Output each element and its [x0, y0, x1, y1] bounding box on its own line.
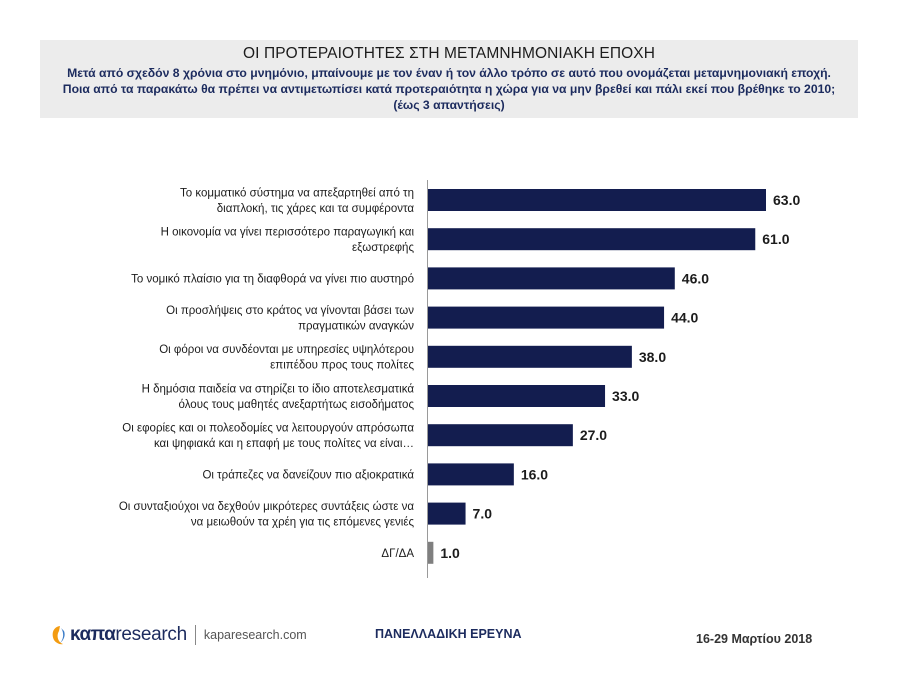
kapa-research-logo: καπα research kaparesearch.com: [50, 622, 307, 648]
category-label-6-line-0: Οι εφορίες και οι πολεοδομίες να λειτουρ…: [122, 422, 414, 434]
data-label-9: 1.0: [440, 545, 460, 561]
bar-chart: 63.0 Το κομματικό σύστημα να απεξαρτηθεί …: [119, 180, 800, 578]
category-label-4: Οι φόροι να συνδέονται με υπηρεσίες υψηλ…: [159, 344, 414, 372]
website-url: kaparesearch.com: [203, 628, 307, 642]
data-label-0: 63.0: [773, 192, 800, 208]
data-label-7: 16.0: [521, 466, 548, 482]
category-label-0-line-0: Το κομματικό σύστημα να απεξαρτηθεί από …: [180, 187, 414, 199]
data-label-4: 38.0: [639, 349, 666, 365]
bar-6: [428, 424, 573, 447]
category-label-2: Το νομικό πλαίσιο για τη διαφθορά να γίν…: [131, 273, 414, 285]
bar-2: [428, 267, 675, 290]
category-label-4-line-1: επιπέδου προς τους πολίτες: [270, 360, 414, 372]
data-label-3: 44.0: [671, 310, 698, 326]
category-label-5-line-1: όλους τους μαθητές ανεξαρτήτως εισοδήματ…: [179, 399, 415, 411]
survey-name: ΠΑΝΕΛΛΑΔΙΚΗ ΕΡΕΥΝΑ: [375, 627, 522, 641]
data-label-1: 61.0: [762, 231, 789, 247]
category-label-6: Οι εφορίες και οι πολεοδομίες να λειτουρ…: [122, 422, 414, 450]
category-label-1: Η οικονομία να γίνει περισσότερο παραγωγ…: [161, 226, 415, 254]
kapa-logo-icon: [52, 626, 65, 645]
logo-divider: [194, 625, 196, 645]
category-label-8: Οι συνταξιούχοι να δεχθούν μικρότερες συ…: [119, 501, 415, 528]
bar-1: [428, 228, 756, 251]
category-label-0-line-1: διαπλοκή, τις χάρες και τα συμφέροντα: [217, 203, 415, 215]
logo-kapa-text: καπα: [70, 624, 116, 645]
category-label-3-line-1: πραγματικών αναγκών: [298, 320, 414, 332]
category-label-9: ΔΓ/ΔΑ: [381, 548, 414, 560]
category-label-4-line-0: Οι φόροι να συνδέονται με υπηρεσίες υψηλ…: [159, 344, 414, 356]
category-label-7: Οι τράπεζες να δανείζουν πιο αξιοκρατικά: [202, 469, 414, 481]
data-label-6: 27.0: [580, 427, 607, 443]
category-label-7-line-0: Οι τράπεζες να δανείζουν πιο αξιοκρατικά: [202, 469, 414, 481]
bar-4: [428, 345, 632, 368]
category-label-2-line-0: Το νομικό πλαίσιο για τη διαφθορά να γίν…: [131, 273, 414, 285]
data-label-8: 7.0: [473, 506, 493, 522]
logo-research-text: research: [115, 624, 187, 645]
category-label-1-line-0: Η οικονομία να γίνει περισσότερο παραγωγ…: [161, 226, 415, 238]
chart-header: ΟΙ ΠΡΟΤΕΡΑΙΟΤΗΤΕΣ ΣΤΗ ΜΕΤΑΜΝΗΜΟΝΙΑΚΗ ΕΠΟ…: [40, 40, 858, 118]
bar-7: [428, 463, 514, 486]
bars-group: 63.0 Το κομματικό σύστημα να απεξαρτηθεί …: [119, 187, 800, 564]
category-label-1-line-1: εξωστρεφής: [352, 242, 414, 254]
category-label-9-line-0: ΔΓ/ΔΑ: [381, 548, 414, 560]
category-label-6-line-1: και ψηφιακά και η επαφή με τους πολίτες …: [154, 438, 414, 450]
category-label-3-line-0: Οι προσλήψεις στο κράτος να γίνονται βάσ…: [166, 305, 414, 317]
category-label-5: Η δημόσια παιδεία να στηρίζει το ίδιο απ…: [142, 383, 415, 411]
category-label-3: Οι προσλήψεις στο κράτος να γίνονται βάσ…: [166, 305, 414, 333]
bar-9: [428, 541, 434, 564]
survey-date: 16-29 Μαρτίου 2018: [696, 632, 813, 646]
chart-subtitle: Μετά από σχεδόν 8 χρόνια στο μνημόνιο, μ…: [62, 66, 836, 112]
chart-title: ΟΙ ΠΡΟΤΕΡΑΙΟΤΗΤΕΣ ΣΤΗ ΜΕΤΑΜΝΗΜΟΝΙΑΚΗ ΕΠΟ…: [242, 45, 656, 62]
bar-5: [428, 385, 606, 407]
bar-3: [428, 306, 665, 329]
category-label-5-line-0: Η δημόσια παιδεία να στηρίζει το ίδιο απ…: [142, 383, 415, 395]
data-label-2: 46.0: [682, 270, 709, 286]
data-label-5: 33.0: [612, 388, 639, 404]
category-label-8-line-1: να μειωθούν τα χρέη για τις επόμενες γεν…: [191, 516, 415, 528]
bar-8: [428, 502, 466, 525]
category-label-8-line-0: Οι συνταξιούχοι να δεχθούν μικρότερες συ…: [119, 501, 415, 513]
bar-0: [428, 189, 766, 211]
category-label-0: Το κομματικό σύστημα να απεξαρτηθεί από …: [180, 187, 414, 215]
